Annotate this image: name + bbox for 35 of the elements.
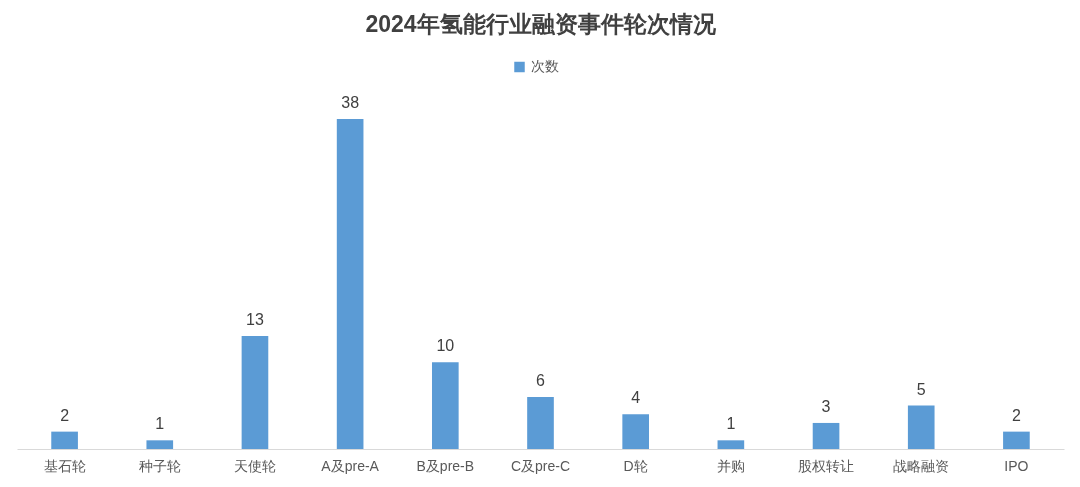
data-label: 2 [1011,406,1021,424]
bar [146,440,174,449]
x-tick-label: 天使轮 [233,457,276,474]
data-label: 5 [916,380,926,398]
data-label: 6 [536,371,546,389]
x-tick-label: 股权转让 [798,457,855,474]
bar [1003,431,1030,449]
bar [336,119,364,449]
bar [812,422,840,449]
data-label: 2 [60,406,70,424]
bar [907,405,935,449]
x-tick-label: D轮 [623,457,648,474]
bar [717,440,745,449]
legend-label: 次数 [530,58,559,74]
chart-title: 2024年氢能行业融资事件轮次情况 [365,11,717,37]
data-label: 1 [726,415,736,433]
x-tick-label: 战略融资 [893,457,950,474]
data-label: 38 [341,94,360,111]
bar [527,396,554,449]
bar [622,414,650,449]
bar [431,362,459,449]
x-tick-label: IPO [1004,457,1029,474]
data-label: 4 [631,389,641,407]
x-tick-label: B及pre-B [416,457,475,474]
data-label: 1 [155,415,165,433]
data-label: 3 [821,397,831,415]
data-label: 10 [436,337,455,355]
x-tick-label: 种子轮 [138,457,181,474]
bar [241,336,269,449]
data-label: 13 [246,311,264,329]
bar [51,431,78,449]
x-tick-label: C及pre-C [510,457,571,474]
x-tick-label: A及pre-A [321,457,380,474]
x-tick-label: 基石轮 [43,457,86,474]
x-tick-label: 并购 [716,457,745,474]
